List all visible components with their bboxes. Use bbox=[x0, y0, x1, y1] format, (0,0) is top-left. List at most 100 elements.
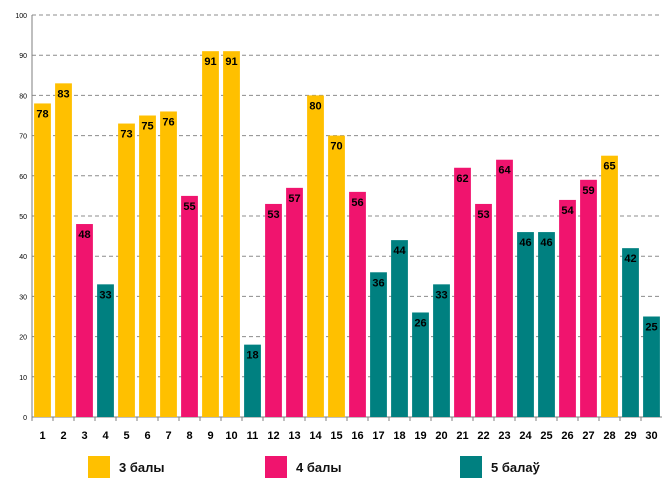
bar-8 bbox=[181, 195, 198, 417]
legend-item-5: 5 балаў bbox=[460, 453, 540, 481]
data-label-10: 91 bbox=[225, 56, 237, 68]
bar-15 bbox=[328, 135, 345, 417]
data-label-7: 76 bbox=[162, 116, 174, 128]
legend-label-4: 4 балы bbox=[296, 459, 342, 475]
data-label-21: 62 bbox=[456, 173, 468, 185]
legend-label-5: 5 балаў bbox=[491, 459, 540, 475]
data-label-5: 73 bbox=[120, 129, 132, 141]
bar-20 bbox=[433, 284, 450, 417]
x-tick-label-19: 19 bbox=[414, 430, 426, 442]
bar-29 bbox=[622, 248, 639, 417]
data-label-1: 78 bbox=[36, 108, 48, 120]
legend-label-3: 3 балы bbox=[119, 459, 165, 475]
data-label-28: 65 bbox=[603, 161, 615, 173]
x-tick-label-27: 27 bbox=[582, 430, 594, 442]
data-label-2: 83 bbox=[57, 88, 69, 100]
bar-26 bbox=[559, 199, 576, 417]
x-tick-label-23: 23 bbox=[498, 430, 510, 442]
y-tick-label-80: 80 bbox=[19, 93, 27, 100]
bar-5 bbox=[118, 123, 135, 417]
x-tick-label-28: 28 bbox=[603, 430, 615, 442]
y-tick-label-90: 90 bbox=[19, 53, 27, 60]
data-label-17: 36 bbox=[372, 277, 384, 289]
bar-12 bbox=[265, 203, 282, 417]
x-tick-label-26: 26 bbox=[561, 430, 573, 442]
data-label-8: 55 bbox=[183, 201, 195, 213]
data-label-9: 91 bbox=[204, 56, 216, 68]
y-tick-label-100: 100 bbox=[15, 13, 27, 20]
x-tick-label-25: 25 bbox=[540, 430, 552, 442]
data-label-22: 53 bbox=[477, 209, 489, 221]
legend: 3 балы 4 балы 5 балаў bbox=[0, 453, 668, 481]
x-tick-label-22: 22 bbox=[477, 430, 489, 442]
bar-27 bbox=[580, 179, 597, 417]
x-tick-label-14: 14 bbox=[309, 430, 322, 442]
bar-14 bbox=[307, 95, 324, 418]
x-tick-label-1: 1 bbox=[39, 430, 45, 442]
y-tick-label-20: 20 bbox=[19, 335, 27, 342]
x-tick-label-7: 7 bbox=[165, 430, 171, 442]
data-label-23: 64 bbox=[498, 165, 511, 177]
bar-chart: 0102030405060708090100781832483334735756… bbox=[15, 13, 662, 442]
legend-swatch-4 bbox=[265, 456, 287, 478]
data-label-26: 54 bbox=[561, 205, 574, 217]
data-label-29: 42 bbox=[624, 253, 636, 265]
data-label-30: 25 bbox=[645, 322, 657, 334]
data-label-14: 80 bbox=[309, 100, 321, 112]
x-tick-label-11: 11 bbox=[247, 430, 259, 442]
bar-1 bbox=[34, 103, 51, 417]
bar-28 bbox=[601, 155, 618, 417]
data-label-27: 59 bbox=[582, 185, 594, 197]
data-label-4: 33 bbox=[99, 289, 111, 301]
data-label-13: 57 bbox=[288, 193, 300, 205]
y-tick-label-50: 50 bbox=[19, 214, 27, 221]
legend-swatch-5 bbox=[460, 456, 482, 478]
legend-item-4: 4 балы bbox=[265, 453, 341, 481]
data-label-11: 18 bbox=[246, 350, 258, 362]
x-tick-label-13: 13 bbox=[288, 430, 300, 442]
x-tick-label-20: 20 bbox=[435, 430, 447, 442]
x-tick-label-5: 5 bbox=[123, 430, 129, 442]
y-tick-label-0: 0 bbox=[23, 415, 27, 422]
y-tick-label-60: 60 bbox=[19, 174, 27, 181]
bar-23 bbox=[496, 159, 513, 417]
data-label-12: 53 bbox=[267, 209, 279, 221]
bar-10 bbox=[223, 51, 240, 418]
bar-11 bbox=[244, 344, 261, 417]
x-tick-label-15: 15 bbox=[330, 430, 342, 442]
data-label-19: 26 bbox=[414, 317, 426, 329]
x-tick-label-16: 16 bbox=[351, 430, 363, 442]
data-label-20: 33 bbox=[435, 289, 447, 301]
data-label-25: 46 bbox=[540, 237, 552, 249]
bar-6 bbox=[139, 115, 156, 417]
x-tick-label-30: 30 bbox=[645, 430, 657, 442]
bar-4 bbox=[97, 284, 114, 417]
x-tick-label-10: 10 bbox=[225, 430, 237, 442]
y-tick-label-70: 70 bbox=[19, 134, 27, 141]
y-tick-label-10: 10 bbox=[19, 375, 27, 382]
x-tick-label-8: 8 bbox=[186, 430, 192, 442]
bar-22 bbox=[475, 203, 492, 417]
data-label-18: 44 bbox=[393, 245, 406, 257]
legend-swatch-3 bbox=[88, 456, 110, 478]
bar-17 bbox=[370, 272, 387, 417]
bar-21 bbox=[454, 167, 471, 417]
legend-item-3: 3 балы bbox=[88, 453, 164, 481]
bar-18 bbox=[391, 240, 408, 417]
x-tick-label-6: 6 bbox=[144, 430, 150, 442]
bar-2 bbox=[55, 83, 72, 417]
x-tick-label-29: 29 bbox=[624, 430, 636, 442]
bar-19 bbox=[412, 312, 429, 417]
bar-30 bbox=[643, 316, 660, 417]
x-tick-label-3: 3 bbox=[81, 430, 87, 442]
bar-9 bbox=[202, 51, 219, 418]
x-tick-label-17: 17 bbox=[372, 430, 384, 442]
data-label-24: 46 bbox=[519, 237, 531, 249]
x-tick-label-9: 9 bbox=[207, 430, 213, 442]
x-tick-label-24: 24 bbox=[519, 430, 532, 442]
bar-7 bbox=[160, 111, 177, 417]
data-label-15: 70 bbox=[330, 141, 342, 153]
bar-24 bbox=[517, 232, 534, 417]
bar-13 bbox=[286, 187, 303, 417]
